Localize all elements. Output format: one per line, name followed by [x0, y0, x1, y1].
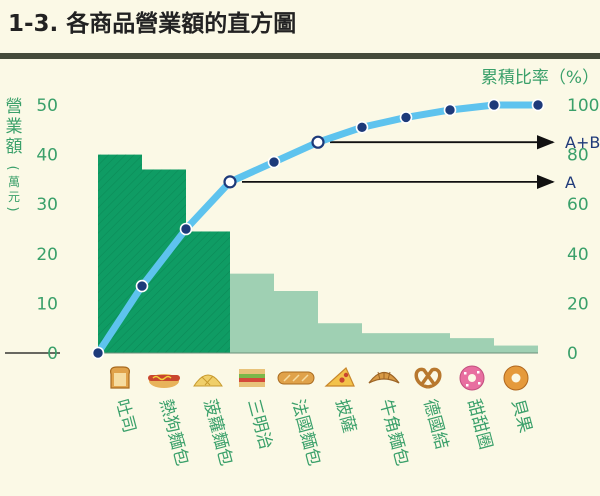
y-tick-label: 30: [36, 195, 58, 215]
toast-icon: [110, 366, 130, 389]
y2-axis-title: 累積比率（%）: [481, 68, 599, 88]
y-tick-label: 20: [36, 245, 58, 265]
y2-tick-label: 60: [567, 195, 589, 215]
y-axis-title-char: 營: [6, 97, 23, 117]
cumulative-point-6: [355, 121, 369, 134]
y-axis-title-unit-char: 元: [8, 190, 20, 204]
cumulative-point-0: [91, 346, 105, 360]
y-axis-title-paren-close: ): [5, 206, 20, 211]
cumulative-point-3: [223, 175, 237, 189]
baguette-icon: [277, 371, 315, 385]
y2-tick-label: 20: [567, 294, 589, 314]
y-tick-label: 10: [36, 294, 58, 314]
cumulative-point-10: [531, 98, 545, 112]
annotation-arrows: A A+B: [242, 133, 600, 192]
y-axis-title-paren-open: (: [5, 165, 20, 170]
cumulative-point-5: [311, 135, 325, 149]
y-axis-title-char: 業: [6, 117, 23, 137]
donut-icon: [459, 365, 485, 391]
bar-8: [406, 333, 450, 353]
pizza-icon: [324, 367, 355, 387]
bar-4: [230, 273, 274, 353]
cumulative-point-2: [179, 222, 193, 236]
bar-7: [362, 333, 406, 353]
y-axis-title-unit-char: 萬: [8, 175, 20, 189]
cumulative-point-8: [443, 103, 457, 117]
y2-tick-label: 0: [567, 344, 578, 364]
y2-tick-label: 100: [567, 96, 599, 116]
y2-tick-label: 80: [567, 146, 589, 166]
bar-6: [318, 323, 362, 353]
primary-y-axis-label: 營業額 ( 萬元): [5, 97, 23, 212]
category-icons: [110, 365, 529, 391]
bar-hatch-3: [186, 231, 230, 353]
y-tick-label: 50: [36, 96, 58, 116]
y2-tick-label: 40: [567, 245, 589, 265]
cumulative-point-1: [135, 279, 149, 293]
bar-10: [494, 345, 538, 353]
y-axis-title-char: 額: [6, 137, 23, 157]
sandwich-icon: [239, 369, 265, 387]
pretzel-icon: [414, 367, 442, 389]
annotation-label-2: A+B: [565, 133, 600, 152]
bagel-icon: [503, 365, 529, 391]
cumulative-line-series: [91, 98, 545, 360]
title-divider-bar: [0, 53, 600, 59]
cumulative-point-4: [267, 155, 281, 169]
page-title: 1-3. 各商品營業額的直方圖: [8, 10, 296, 37]
melon-bread-icon: [193, 374, 223, 387]
axes: 0 10 20 30 40 50 0 20 40 60 80 100: [5, 96, 599, 364]
secondary-y-axis-label: 累積比率（%）: [481, 68, 599, 88]
cumulative-point-7: [399, 111, 413, 124]
annotation-label-1: A: [565, 173, 576, 192]
bar-5: [274, 291, 318, 353]
hotdog-icon: [148, 374, 180, 388]
y-tick-label: 40: [36, 146, 58, 166]
y-tick-label: 0: [47, 344, 58, 364]
bar-9: [450, 338, 494, 353]
croissant-icon: [368, 371, 400, 384]
cumulative-point-9: [487, 98, 501, 112]
